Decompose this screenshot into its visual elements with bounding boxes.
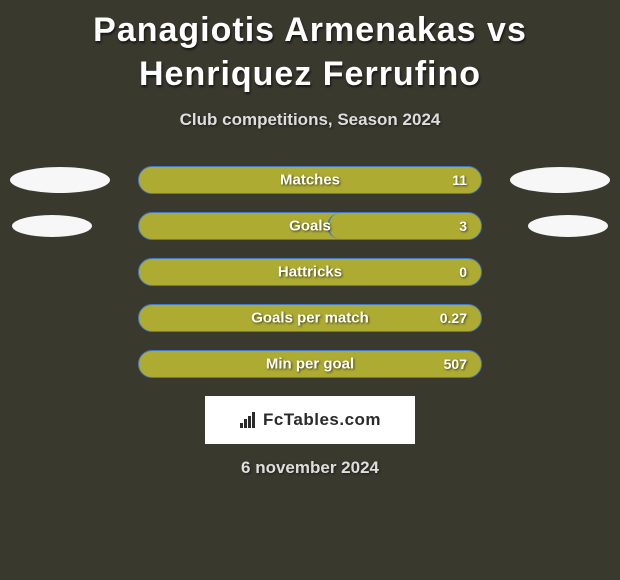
left-value-bubble [12,215,92,237]
stat-bar: Goals 3 [138,212,482,240]
stat-bar-fill [327,213,481,239]
page-title: Panagiotis Armenakas vs Henriquez Ferruf… [0,0,620,96]
stat-value: 11 [452,172,467,188]
comparison-stats: Matches 11 Goals 3 Hattricks 0 Goals per match… [0,166,620,378]
stat-label: Goals [289,218,331,235]
stat-value: 0 [459,264,467,280]
right-value-bubble [528,215,608,237]
subtitle: Club competitions, Season 2024 [0,110,620,130]
stat-label: Matches [280,172,340,189]
stat-row: Matches 11 [0,166,620,194]
left-value-bubble [10,167,110,193]
stat-bar: Hattricks 0 [138,258,482,286]
stat-bar: Matches 11 [138,166,482,194]
date-text: 6 november 2024 [0,458,620,478]
bar-chart-icon [239,411,259,429]
stat-value: 507 [444,356,467,372]
stat-row: Goals 3 [0,212,620,240]
stat-row: Goals per match 0.27 [0,304,620,332]
brand-name: FcTables.com [263,410,381,430]
stat-label: Goals per match [251,310,369,327]
stat-label: Hattricks [278,264,342,281]
stat-value: 3 [459,218,467,234]
stat-row: Min per goal 507 [0,350,620,378]
stat-bar: Goals per match 0.27 [138,304,482,332]
stat-label: Min per goal [266,356,354,373]
stat-row: Hattricks 0 [0,258,620,286]
right-value-bubble [510,167,610,193]
brand-box[interactable]: FcTables.com [205,396,415,444]
stat-bar: Min per goal 507 [138,350,482,378]
stat-value: 0.27 [440,310,467,326]
